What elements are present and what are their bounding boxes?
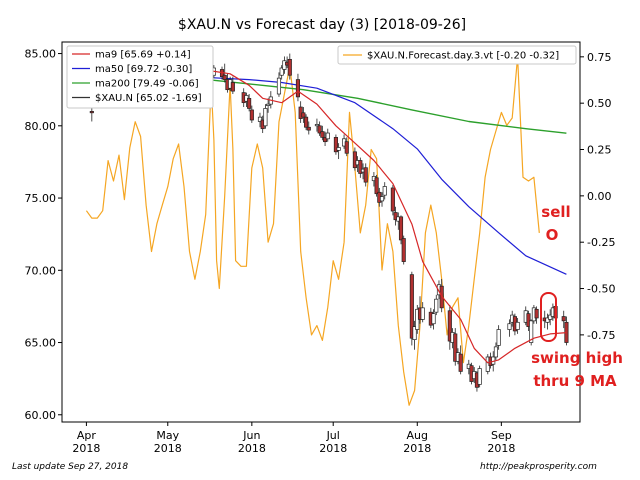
candle-body [247,97,252,109]
candle-body [325,132,330,140]
candle-body [398,216,404,241]
candle-body [230,82,235,92]
candle-body [561,316,566,322]
candle-body [306,126,311,131]
annotation-swing-high-label: swing high [531,349,623,367]
candle-body [496,329,501,346]
x-tick-label-year: 2018 [154,442,182,455]
candle-body [336,147,341,151]
candle-body [323,137,328,143]
y-right-tick-label: 0.25 [587,144,612,157]
candle-body [276,77,282,95]
legend-right-box [337,45,577,65]
candle-body [420,307,425,320]
candle-body [287,58,292,76]
candle-body [493,346,498,358]
candle-body [317,125,322,134]
legend-left-label: ma9 [65.69 +0.14] [95,50,191,61]
candle-body [320,131,325,138]
candle-body [382,186,387,196]
x-tick-label-month: Aug [407,429,428,442]
annotation-sell-label: sell [541,203,570,221]
y-left-tick-label: 80.00 [25,120,57,133]
candle-body [363,167,368,183]
candle-body [526,313,531,327]
candle-body [477,368,482,385]
y-left-tick-label: 65.00 [25,337,57,350]
y-right-tick-label: 0.00 [587,190,612,203]
x-tick-label-month: May [156,429,179,442]
candle-body [379,196,385,202]
annotation-thru-ma-label: thru 9 MA [533,372,617,390]
candle-body [263,108,268,127]
ma50-line [137,76,567,275]
x-tick-label-month: Apr [77,429,97,442]
candle-body [222,74,227,80]
candle-body [249,109,254,121]
candle-body [453,333,458,362]
candle-body [374,177,379,195]
candle-body [431,313,436,325]
legend-right-label: $XAU.N.Forecast.day.3.vt [-0.20 -0.32] [367,51,559,62]
legend-left-label: $XAU.N [65.02 -1.69] [95,93,202,104]
candle-body [401,238,406,262]
plot-area: 60.00 65.00 70.00 75.00 80.00 85.00 -0.75 -0.50… [25,41,623,455]
forecast-line [85,56,540,406]
x-tick-label-year: 2018 [238,442,266,455]
legend-left-label: ma200 [79.49 -0.06] [95,79,199,90]
legend-left-box [66,45,214,109]
candle-body [393,212,398,221]
y-right-tick-label: 0.75 [587,51,612,64]
candle-body [266,103,271,106]
y-left-tick-label: 85.00 [25,48,57,61]
y-right-tick-label: -0.75 [587,329,615,342]
candle-body [515,321,520,330]
candle-body [447,310,452,342]
candle-body [279,67,284,76]
candle-body [352,151,357,169]
annotation-highlight-oval [540,292,557,342]
x-tick-label-month: Sep [491,429,512,442]
candle-body [434,298,439,313]
candle-body [507,323,512,330]
candle-body [390,187,395,212]
candle-body [545,317,550,323]
candle-body [412,326,417,340]
candle-body [257,116,263,122]
y-left-tick-label: 75.00 [25,192,57,205]
y-right-tick-label: 0.50 [587,97,612,110]
x-tick-label-year: 2018 [72,442,100,455]
candle-body [295,79,300,98]
y-right-tick-label: -0.50 [587,283,615,296]
chart-title: $XAU.N vs Forecast day (3) [2018-09-26] [178,17,466,33]
candle-body [548,314,553,320]
ma9-line [137,70,567,364]
x-tick-label-month: Jul [326,429,340,442]
footer-source-url: http://peakprosperity.com [480,462,597,472]
candle-body [409,274,414,339]
candle-body [534,308,539,319]
candle-body [301,112,306,118]
candle-body [458,353,463,372]
annotation-sell-marker: O [546,226,559,244]
y-right-tick-label: -0.25 [587,236,615,249]
legend-left-label: ma50 [69.72 -0.30] [95,64,192,75]
x-tick-label-year: 2018 [487,442,515,455]
y-left-tick-label: 70.00 [25,264,57,277]
candle-body [89,111,94,114]
x-tick-label-year: 2018 [319,442,347,455]
candle-body [314,124,319,127]
candle-body [333,137,338,153]
candle-body [358,160,363,174]
x-tick-label-month: Jun [242,429,260,442]
candle-body [344,141,349,154]
footer-last-update: Last update Sep 27, 2018 [12,462,129,472]
y-left-tick-label: 60.00 [25,409,57,422]
candle-body [304,116,309,128]
x-tick-label-year: 2018 [403,442,431,455]
candle-body [529,320,534,343]
